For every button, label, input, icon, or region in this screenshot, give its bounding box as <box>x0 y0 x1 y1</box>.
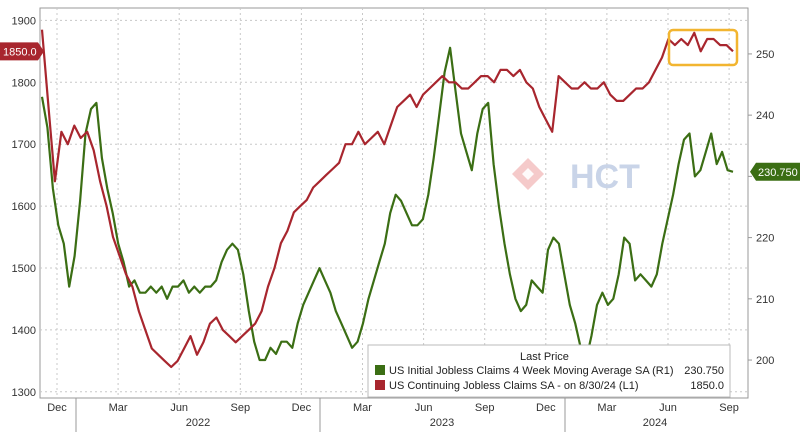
x-tick-label: Sep <box>231 402 251 414</box>
x-tick-label: Mar <box>597 402 616 414</box>
left-tick-label: 1900 <box>12 15 36 27</box>
left-last-price-badge <box>0 42 44 61</box>
right-last-price-text: 230.750 <box>758 167 798 179</box>
right-tick-label: 240 <box>756 110 774 122</box>
x-tick-label: Jun <box>170 402 188 414</box>
legend-initial-name: US Initial Jobless Claims 4 Week Moving … <box>389 365 674 377</box>
left-tick-label: 1300 <box>12 387 36 399</box>
x-tick-label: Jun <box>415 402 433 414</box>
legend-continuing-value: 1850.0 <box>690 380 724 392</box>
left-tick-label: 1600 <box>12 201 36 213</box>
left-last-price-text: 1850.0 <box>3 46 37 58</box>
series-layer <box>40 29 734 369</box>
legend-continuing-name: US Continuing Jobless Claims SA - on 8/3… <box>389 380 638 392</box>
legend: Last Price US Initial Jobless Claims 4 W… <box>367 344 731 398</box>
x-tick-label: Mar <box>109 402 128 414</box>
year-label: 2024 <box>643 417 667 429</box>
right-last-price-badge <box>750 162 800 181</box>
right-tick-label: 200 <box>756 355 774 367</box>
watermark-logo: HCT <box>512 158 640 196</box>
series-initial-claims-line <box>40 46 734 362</box>
legend-initial-value: 230.750 <box>684 365 724 377</box>
year-label: 2023 <box>430 417 454 429</box>
x-tick-label: Sep <box>719 402 739 414</box>
legend-title: Last Price <box>520 351 569 363</box>
right-axis: 200210220230240250 <box>748 49 774 367</box>
last-price-badges: 1850.0 230.750 <box>0 42 800 181</box>
x-tick-label: Dec <box>292 402 312 414</box>
series-continuing-claims-line <box>40 29 734 369</box>
right-tick-label: 250 <box>756 49 774 61</box>
watermark-text: HCT <box>570 158 640 196</box>
x-tick-label: Jun <box>659 402 677 414</box>
grid <box>39 7 749 399</box>
legend-swatch-initial <box>375 365 385 375</box>
left-tick-label: 1400 <box>12 325 36 337</box>
x-tick-label: Sep <box>475 402 495 414</box>
left-tick-label: 1700 <box>12 139 36 151</box>
legend-swatch-continuing <box>375 380 385 390</box>
x-tick-label: Dec <box>536 402 556 414</box>
highlight-box <box>667 28 739 67</box>
left-tick-label: 1500 <box>12 263 36 275</box>
left-tick-label: 1800 <box>12 77 36 89</box>
year-label: 2022 <box>186 417 210 429</box>
x-tick-label: Dec <box>47 402 67 414</box>
left-axis: 1300 1400 1500 1600 1700 1800 1900 <box>12 15 36 398</box>
right-tick-label: 210 <box>756 294 774 306</box>
x-tick-label: Mar <box>353 402 372 414</box>
right-tick-label: 220 <box>756 233 774 245</box>
x-axis: Dec Mar Jun Sep Dec Mar Jun Sep Dec Mar Jun Sep 2022… <box>47 398 739 432</box>
